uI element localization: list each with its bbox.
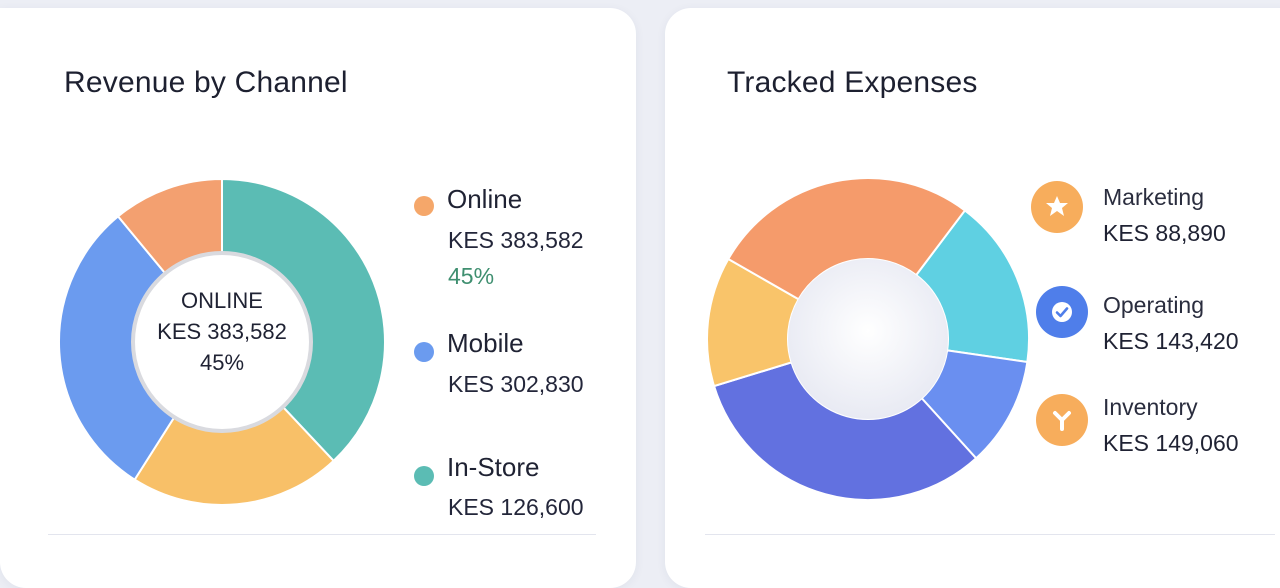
- expenses-divider: [705, 534, 1275, 535]
- legend-mobile-dot: [414, 342, 434, 362]
- center-channel: ONLINE: [181, 288, 263, 313]
- legend-online-name: Online: [447, 184, 523, 214]
- legend-mobile-value: KES 302,830: [448, 371, 584, 397]
- revenue-donut-hole: [131, 251, 313, 433]
- center-value: KES 383,582: [157, 319, 287, 344]
- legend-online-pct: 45%: [448, 263, 495, 289]
- center-pct: 45%: [199, 350, 245, 375]
- expense-marketing-value: KES 88,890: [1103, 220, 1226, 246]
- revenue-card: Revenue by Channel ONLINE KES 383,582 45…: [0, 8, 636, 588]
- expenses-donut-hole: [788, 259, 948, 419]
- legend-instore-value: KES 126,600: [448, 494, 584, 520]
- revenue-center-label: ONLINE KES 383,582 45%: [133, 285, 311, 415]
- star-person-icon: [1031, 181, 1083, 233]
- y-shape-icon: [1036, 394, 1088, 446]
- expense-marketing-name: Marketing: [1103, 184, 1204, 210]
- revenue-donut-chart: [58, 177, 386, 506]
- expense-inventory-value: KES 149,060: [1103, 430, 1239, 456]
- revenue-title: Revenue by Channel: [64, 66, 348, 99]
- legend-online-value: KES 383,582: [448, 227, 584, 253]
- expenses-donut-chart: [706, 177, 1030, 501]
- expense-inventory-name: Inventory: [1103, 394, 1198, 420]
- legend-instore-name: In-Store: [447, 452, 540, 482]
- expenses-card: Tracked Expenses Marketing KES 88,890 Op…: [665, 8, 1280, 588]
- check-icon: [1036, 286, 1088, 338]
- legend-online-dot: [414, 196, 434, 216]
- expenses-title: Tracked Expenses: [727, 66, 978, 99]
- expense-operating-value: KES 143,420: [1103, 328, 1239, 354]
- revenue-divider: [48, 534, 596, 535]
- legend-instore-dot: [414, 466, 434, 486]
- expense-operating-name: Operating: [1103, 292, 1205, 318]
- legend-mobile-name: Mobile: [447, 328, 524, 358]
